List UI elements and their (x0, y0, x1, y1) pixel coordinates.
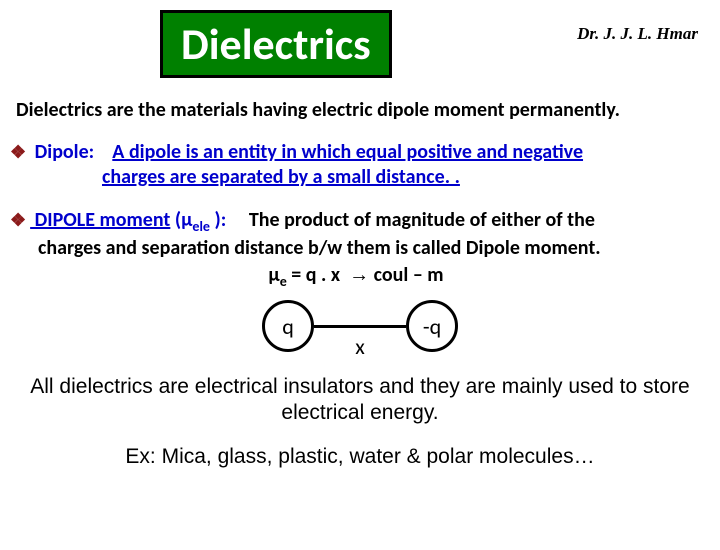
author-name: Dr. J. J. L. Hmar (577, 24, 698, 44)
dipole-diagram: q x -q (0, 300, 720, 352)
charge-negative: -q (406, 300, 458, 352)
moment-term: DIPOLE moment (30, 208, 170, 232)
diamond-icon: ❖ (10, 141, 26, 163)
dipole-term: Dipole: (35, 140, 95, 164)
title-box: Dielectrics (160, 10, 392, 78)
charge-positive: q (262, 300, 314, 352)
separation-line: x (314, 325, 406, 328)
diamond-icon: ❖ (10, 209, 26, 231)
moment-mu: μ (181, 208, 192, 232)
closing-statement-1: All dielectrics are electrical insulator… (8, 374, 712, 427)
moment-sub: ele (192, 218, 210, 235)
moment-formula: μe = q . x → coul – m (10, 263, 702, 291)
moment-paren-close: ): (210, 208, 226, 232)
moment-line1: The product of magnitude of either of th… (249, 208, 595, 232)
bullet-dipole: ❖ Dipole: A dipole is an entity in which… (10, 140, 702, 190)
moment-line2: charges and separation distance b/w them… (38, 236, 601, 260)
dipole-def-line1: A dipole is an entity in which equal pos… (112, 140, 583, 164)
bullet-dipole-moment: ❖ DIPOLE moment (μele ): The product of … (10, 208, 702, 290)
closing-examples: Ex: Mica, glass, plastic, water & polar … (8, 445, 712, 469)
moment-paren-open: ( (170, 208, 181, 232)
header-row: Dielectrics (0, 10, 720, 78)
separation-label: x (355, 333, 365, 360)
intro-text: Dielectrics are the materials having ele… (16, 98, 708, 122)
dipole-def-line2: charges are separated by a small distanc… (102, 165, 460, 189)
page-title: Dielectrics (181, 17, 371, 71)
